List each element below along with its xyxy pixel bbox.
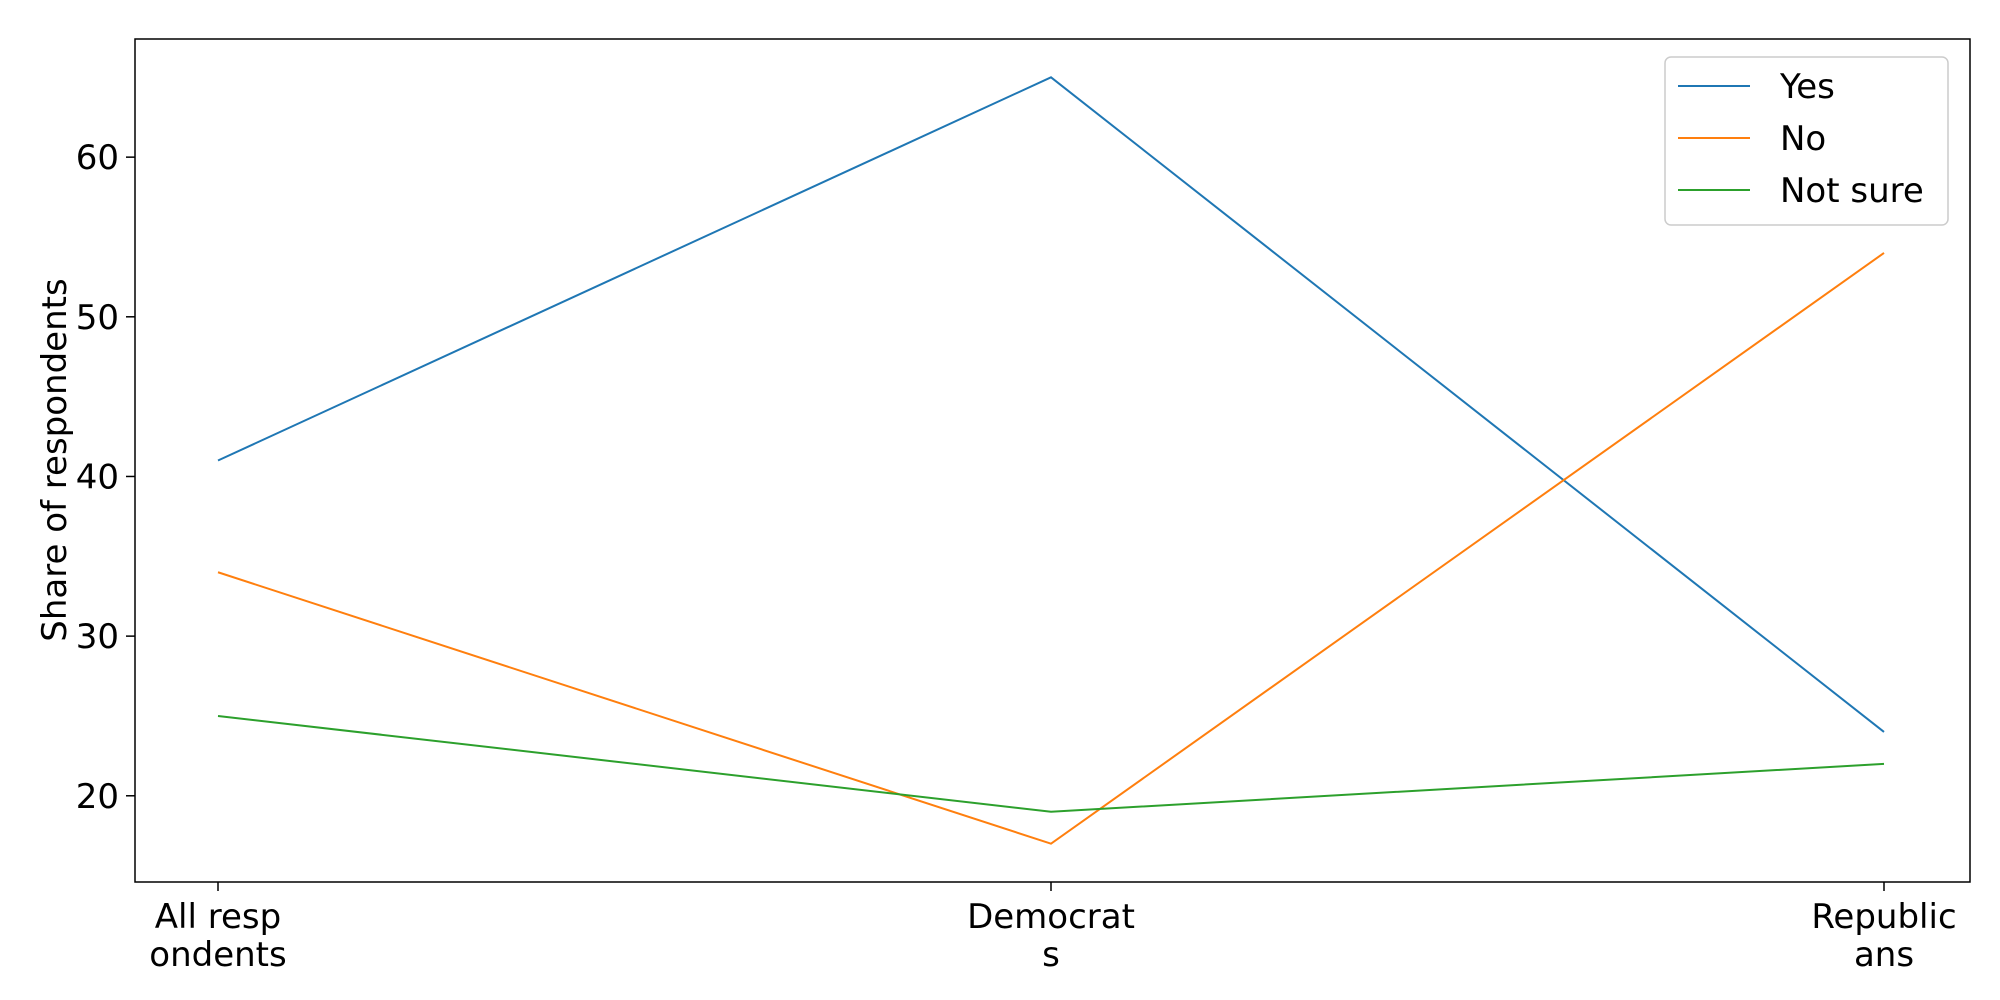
y-tick-label: 40 [76,457,119,497]
legend-label-no: No [1780,119,1826,159]
legend-label-not-sure: Not sure [1780,171,1924,211]
y-tick-label: 50 [76,298,119,338]
legend-box [1664,56,1949,226]
series-layer [217,76,1885,845]
x-tick-label: Democrat s [967,897,1135,975]
y-axis: 20 30 40 50 60 [76,138,135,817]
series-line-no [217,252,1885,845]
y-tick-label: 20 [76,777,119,817]
x-tick-label: All resp ondents [149,897,286,975]
series-line-not-sure [217,714,1885,813]
y-tick-label: 60 [76,138,119,178]
y-tick-label: 30 [76,617,119,657]
y-axis-label: Share of respondents [35,278,75,641]
legend: Yes No Not sure [1664,56,1949,226]
x-axis: All resp ondents Democrat s Republic ans [149,882,1957,975]
legend-label-yes: Yes [1779,67,1835,107]
x-tick-label: Republic ans [1811,897,1956,975]
series-line-yes [217,76,1885,733]
